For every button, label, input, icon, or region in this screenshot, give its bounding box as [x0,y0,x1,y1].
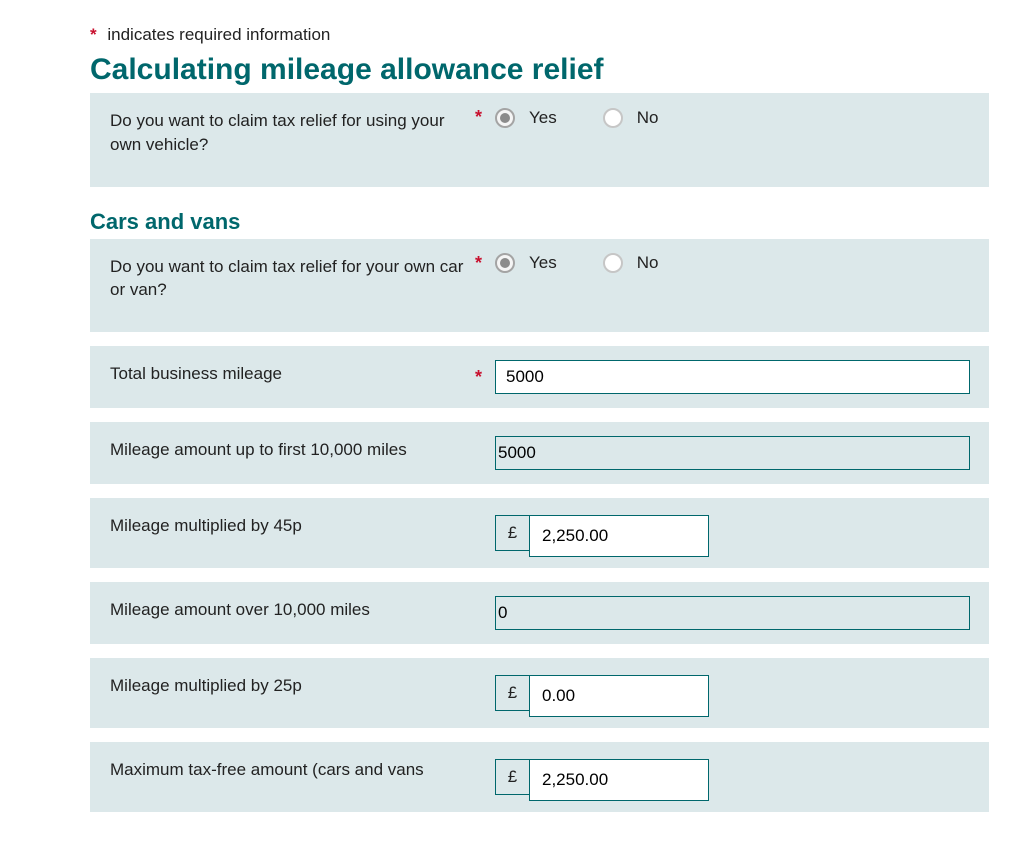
required-mark: * [475,253,495,274]
required-note: * indicates required information [35,25,989,45]
input-total-mileage[interactable] [495,360,970,394]
page-title: Calculating mileage allowance relief [35,53,989,87]
currency-prefix: £ [495,515,529,551]
label-up-to-10k: Mileage amount up to first 10,000 miles [110,436,475,462]
label-total-mileage: Total business mileage [110,360,475,386]
radio-vehicle-no-label: No [637,108,659,128]
row-total-mileage: Total business mileage * [90,346,989,408]
row-claim-relief-vehicle: Do you want to claim tax relief for usin… [90,93,989,187]
label-mult-45p: Mileage multiplied by 45p [110,512,475,538]
row-up-to-10k: Mileage amount up to first 10,000 miles [90,422,989,484]
radio-vehicle-yes[interactable] [495,108,515,128]
radio-vehicle-yes-label: Yes [529,108,557,128]
currency-field-25p: £ [495,672,709,714]
label-max-taxfree: Maximum tax-free amount (cars and vans [110,756,475,782]
label-claim-relief-vehicle: Do you want to claim tax relief for usin… [110,107,475,157]
required-mark: * [475,107,495,128]
row-claim-relief-car: Do you want to claim tax relief for your… [90,239,989,333]
label-over-10k: Mileage amount over 10,000 miles [110,596,475,622]
input-over-10k [495,596,970,630]
input-up-to-10k [495,436,970,470]
currency-field-45p: £ [495,512,709,554]
row-max-taxfree: Maximum tax-free amount (cars and vans £ [90,742,989,812]
radio-car-no[interactable] [603,253,623,273]
radio-car-yes-label: Yes [529,253,557,273]
row-mult-25p: Mileage multiplied by 25p £ [90,658,989,728]
section-cars-vans-title: Cars and vans [90,209,989,235]
required-text: indicates required information [107,25,330,44]
currency-field-max: £ [495,756,709,798]
row-mult-45p: Mileage multiplied by 45p £ [90,498,989,568]
label-mult-25p: Mileage multiplied by 25p [110,672,475,698]
radio-car-yes[interactable] [495,253,515,273]
radio-vehicle-no[interactable] [603,108,623,128]
currency-prefix: £ [495,759,529,795]
required-mark: * [475,367,495,388]
radio-group-car: Yes No [495,253,690,273]
required-asterisk: * [90,25,97,44]
row-over-10k: Mileage amount over 10,000 miles [90,582,989,644]
radio-car-no-label: No [637,253,659,273]
radio-group-vehicle: Yes No [495,108,690,128]
input-mult-45p[interactable] [529,515,709,557]
label-claim-relief-car: Do you want to claim tax relief for your… [110,253,475,303]
input-max-taxfree[interactable] [529,759,709,801]
input-mult-25p[interactable] [529,675,709,717]
currency-prefix: £ [495,675,529,711]
